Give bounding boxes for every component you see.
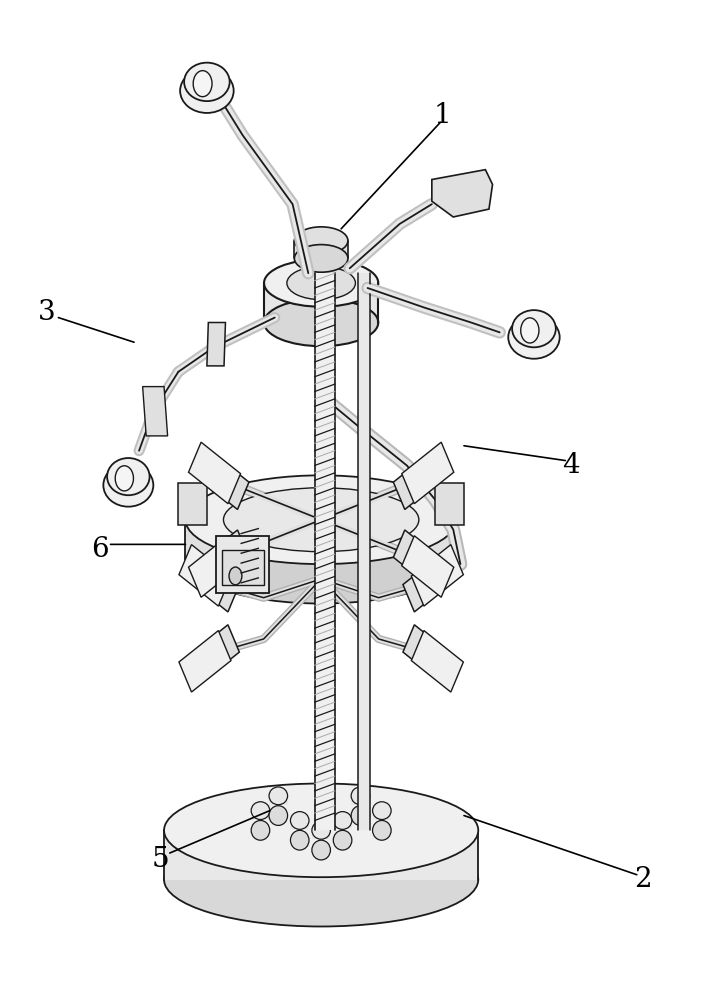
Polygon shape bbox=[189, 442, 240, 504]
Text: 5: 5 bbox=[151, 846, 170, 873]
Ellipse shape bbox=[164, 784, 478, 877]
Ellipse shape bbox=[312, 821, 331, 839]
Ellipse shape bbox=[184, 63, 229, 101]
Polygon shape bbox=[411, 545, 463, 606]
Ellipse shape bbox=[512, 310, 555, 347]
Polygon shape bbox=[393, 454, 440, 509]
Polygon shape bbox=[314, 273, 335, 830]
Ellipse shape bbox=[312, 840, 331, 860]
Polygon shape bbox=[269, 791, 288, 805]
Polygon shape bbox=[264, 283, 379, 322]
Polygon shape bbox=[186, 520, 457, 559]
Polygon shape bbox=[178, 483, 207, 525]
Polygon shape bbox=[393, 530, 440, 586]
Ellipse shape bbox=[186, 515, 457, 604]
Ellipse shape bbox=[251, 820, 270, 840]
Circle shape bbox=[229, 567, 242, 585]
Ellipse shape bbox=[269, 787, 288, 805]
Polygon shape bbox=[333, 816, 352, 829]
Ellipse shape bbox=[251, 802, 270, 820]
Ellipse shape bbox=[373, 820, 391, 840]
Polygon shape bbox=[192, 625, 240, 681]
Polygon shape bbox=[202, 454, 249, 509]
Ellipse shape bbox=[269, 806, 288, 825]
Ellipse shape bbox=[294, 227, 348, 254]
Ellipse shape bbox=[164, 833, 478, 926]
Polygon shape bbox=[402, 536, 454, 597]
Ellipse shape bbox=[264, 299, 379, 346]
Circle shape bbox=[521, 318, 539, 343]
Ellipse shape bbox=[103, 464, 154, 507]
Polygon shape bbox=[164, 830, 478, 880]
Ellipse shape bbox=[107, 458, 149, 495]
Polygon shape bbox=[403, 625, 450, 681]
Polygon shape bbox=[403, 556, 450, 612]
Polygon shape bbox=[357, 273, 371, 830]
Polygon shape bbox=[312, 825, 331, 839]
Ellipse shape bbox=[294, 245, 348, 272]
Ellipse shape bbox=[333, 812, 352, 829]
Polygon shape bbox=[294, 241, 348, 258]
Text: 1: 1 bbox=[434, 102, 451, 129]
Ellipse shape bbox=[508, 316, 560, 359]
Ellipse shape bbox=[287, 266, 355, 300]
Polygon shape bbox=[432, 170, 493, 217]
Ellipse shape bbox=[351, 787, 370, 805]
Polygon shape bbox=[402, 442, 454, 504]
Ellipse shape bbox=[223, 488, 419, 552]
Polygon shape bbox=[202, 530, 249, 586]
Polygon shape bbox=[435, 483, 464, 525]
Polygon shape bbox=[373, 806, 391, 820]
Circle shape bbox=[193, 71, 212, 97]
Ellipse shape bbox=[264, 259, 379, 307]
Ellipse shape bbox=[351, 806, 370, 825]
Ellipse shape bbox=[290, 812, 309, 829]
Polygon shape bbox=[143, 387, 167, 436]
Polygon shape bbox=[290, 816, 309, 829]
Text: 3: 3 bbox=[37, 299, 55, 326]
Polygon shape bbox=[207, 322, 226, 366]
Ellipse shape bbox=[186, 475, 457, 564]
Circle shape bbox=[115, 466, 133, 491]
Polygon shape bbox=[221, 550, 264, 585]
Ellipse shape bbox=[290, 830, 309, 850]
Polygon shape bbox=[351, 791, 370, 805]
Polygon shape bbox=[192, 556, 240, 612]
Ellipse shape bbox=[180, 69, 234, 113]
Polygon shape bbox=[215, 536, 269, 593]
Polygon shape bbox=[179, 545, 231, 606]
Text: 2: 2 bbox=[633, 866, 652, 893]
Ellipse shape bbox=[373, 802, 391, 820]
Polygon shape bbox=[411, 631, 463, 692]
Text: 4: 4 bbox=[562, 452, 580, 479]
Polygon shape bbox=[179, 631, 231, 692]
Ellipse shape bbox=[333, 830, 352, 850]
Polygon shape bbox=[189, 536, 240, 597]
Polygon shape bbox=[251, 806, 270, 820]
Text: 6: 6 bbox=[91, 536, 108, 563]
